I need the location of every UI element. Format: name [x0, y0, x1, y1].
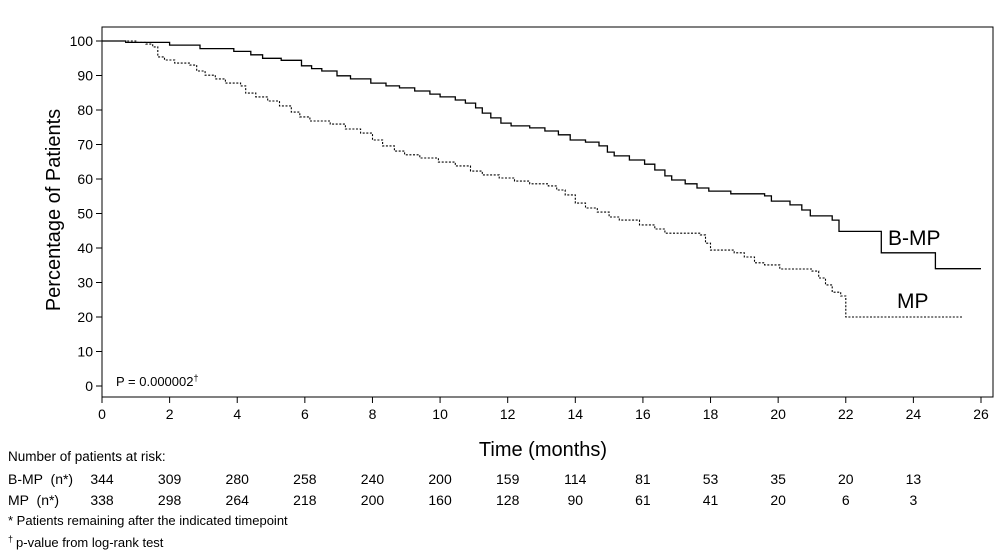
y-tick-label: 50	[77, 206, 93, 222]
p-value-dagger: †	[193, 373, 198, 383]
y-axis-title: Percentage of Patients	[43, 109, 65, 311]
at-risk-value-mp: 20	[770, 492, 786, 508]
y-tick-label: 90	[77, 68, 93, 84]
series-label-b-mp: B-MP	[888, 227, 941, 250]
at-risk-value-b-mp: 81	[635, 471, 651, 487]
at-risk-value-mp: 298	[158, 492, 182, 508]
survival-curve-b-mp	[102, 40, 981, 270]
y-tick-label: 80	[77, 102, 93, 118]
at-risk-value-mp: 200	[361, 492, 385, 508]
at-risk-value-b-mp: 200	[428, 471, 452, 487]
x-tick-label: 20	[770, 406, 786, 422]
y-tick-label: 70	[77, 137, 93, 153]
at-risk-value-mp: 264	[226, 492, 250, 508]
x-axis: 0 2 4 6 8 10 12 14 16 18 20 22 24 26	[98, 397, 989, 422]
at-risk-value-b-mp: 240	[361, 471, 385, 487]
x-tick-label: 18	[703, 406, 719, 422]
y-tick-label: 0	[85, 378, 93, 394]
at-risk-value-mp: 6	[842, 492, 850, 508]
at-risk-value-mp: 61	[635, 492, 651, 508]
at-risk-value-b-mp: 280	[226, 471, 250, 487]
at-risk-value-b-mp: 258	[293, 471, 317, 487]
at-risk-value-b-mp: 309	[158, 471, 182, 487]
x-tick-label: 24	[906, 406, 922, 422]
footnote-patients-remaining: * Patients remaining after the indicated…	[8, 513, 288, 529]
at-risk-value-mp: 128	[496, 492, 520, 508]
at-risk-value-b-mp: 344	[90, 471, 114, 487]
footnote-dagger: †	[8, 534, 14, 544]
series-label-mp: MP	[897, 290, 929, 313]
at-risk-value-b-mp: 114	[564, 471, 587, 487]
at-risk-title: Number of patients at risk:	[8, 449, 166, 464]
at-risk-value-b-mp: 159	[496, 471, 520, 487]
y-axis: 0 10 20 30 40 50 60 70 80 90 100	[70, 33, 102, 394]
x-tick-label: 10	[432, 406, 448, 422]
p-value-text: P = 0.000002	[116, 374, 193, 389]
x-tick-label: 6	[301, 406, 309, 422]
at-risk-value-b-mp: 53	[703, 471, 719, 487]
at-risk-value-mp: 90	[568, 492, 584, 508]
y-tick-label: 40	[77, 240, 93, 256]
at-risk-value-mp: 218	[293, 492, 317, 508]
x-tick-label: 0	[98, 406, 106, 422]
x-tick-label: 2	[166, 406, 174, 422]
x-axis-title: Time (months)	[479, 439, 607, 461]
x-tick-label: 4	[233, 406, 241, 422]
x-tick-label: 8	[369, 406, 377, 422]
y-tick-label: 20	[77, 309, 93, 325]
y-tick-label: 60	[77, 171, 93, 187]
y-tick-label: 100	[70, 33, 94, 49]
at-risk-value-mp: 338	[90, 492, 114, 508]
at-risk-row-label-b-mp: B-MP (n*)	[8, 471, 74, 487]
at-risk-value-b-mp: 35	[770, 471, 786, 487]
at-risk-value-mp: 160	[428, 492, 452, 508]
survival-curve-mp	[102, 40, 963, 318]
at-risk-value-mp: 3	[909, 492, 917, 508]
at-risk-value-b-mp: 20	[838, 471, 854, 487]
footnote-text: p-value from log-rank test	[16, 535, 164, 550]
x-tick-label: 14	[568, 406, 584, 422]
at-risk-value-mp: 41	[703, 492, 719, 508]
at-risk-row-label-mp: MP (n*)	[8, 492, 60, 508]
y-tick-label: 30	[77, 275, 93, 291]
plot-frame	[101, 26, 994, 398]
x-tick-label: 12	[500, 406, 516, 422]
at-risk-value-b-mp: 13	[906, 471, 922, 487]
footnote-text: * Patients remaining after the indicated…	[8, 513, 288, 528]
footnote-p-value: † p-value from log-rank test	[8, 534, 164, 552]
x-tick-label: 16	[635, 406, 651, 422]
at-risk-values: 344 309 280 258 240 200 159 114 81 53 35 20 13 338 298…	[90, 471, 921, 508]
x-tick-label: 22	[838, 406, 854, 422]
survival-curves	[102, 40, 981, 318]
y-tick-label: 10	[77, 344, 93, 360]
p-value-annotation: P = 0.000002†	[116, 373, 199, 389]
x-tick-label: 26	[973, 406, 989, 422]
